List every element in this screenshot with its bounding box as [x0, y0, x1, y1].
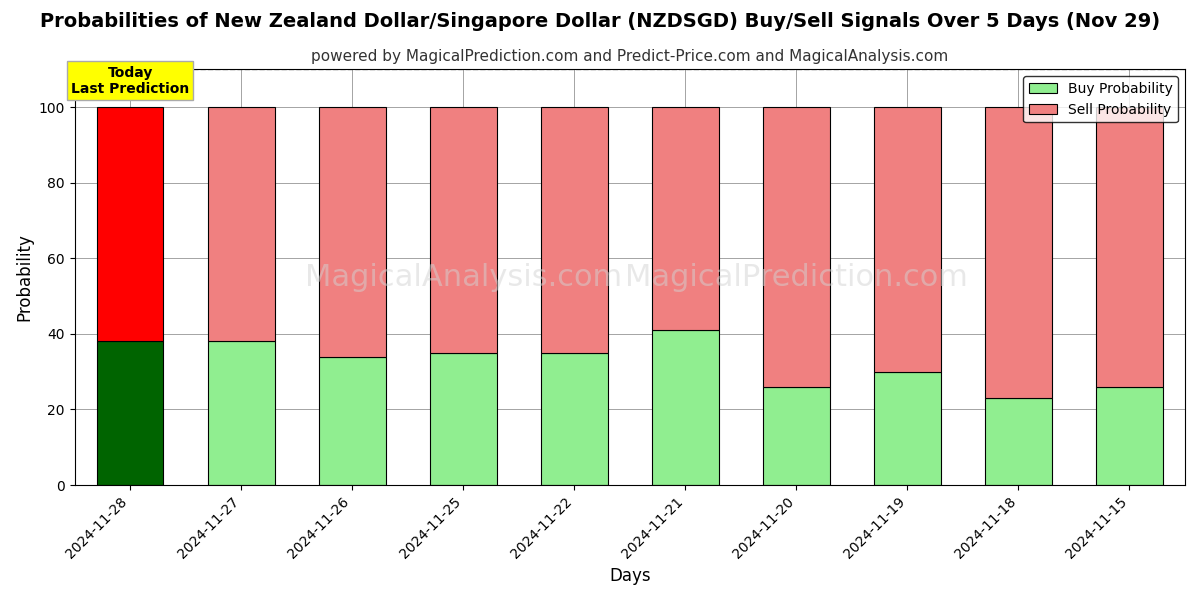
Text: Probabilities of New Zealand Dollar/Singapore Dollar (NZDSGD) Buy/Sell Signals O: Probabilities of New Zealand Dollar/Sing… [40, 12, 1160, 31]
Bar [652, 330, 719, 485]
Bar [319, 356, 385, 485]
Y-axis label: Probability: Probability [16, 233, 34, 321]
Text: MagicalAnalysis.com: MagicalAnalysis.com [305, 263, 622, 292]
Bar [763, 107, 829, 387]
Bar [1096, 387, 1163, 485]
Text: MagicalPrediction.com: MagicalPrediction.com [625, 263, 968, 292]
Bar [874, 107, 941, 371]
Bar [874, 371, 941, 485]
Bar [319, 107, 385, 356]
Title: powered by MagicalPrediction.com and Predict-Price.com and MagicalAnalysis.com: powered by MagicalPrediction.com and Pre… [311, 49, 948, 64]
Bar [1096, 107, 1163, 387]
Bar [763, 387, 829, 485]
Bar [97, 341, 163, 485]
Text: Today
Last Prediction: Today Last Prediction [71, 65, 190, 96]
Bar [541, 353, 607, 485]
Bar [652, 107, 719, 330]
Bar [985, 398, 1051, 485]
Bar [430, 353, 497, 485]
X-axis label: Days: Days [610, 567, 650, 585]
Bar [430, 107, 497, 353]
Legend: Buy Probability, Sell Probability: Buy Probability, Sell Probability [1024, 76, 1178, 122]
Bar [985, 107, 1051, 398]
Bar [541, 107, 607, 353]
Bar [208, 107, 275, 341]
Bar [97, 107, 163, 341]
Bar [208, 341, 275, 485]
